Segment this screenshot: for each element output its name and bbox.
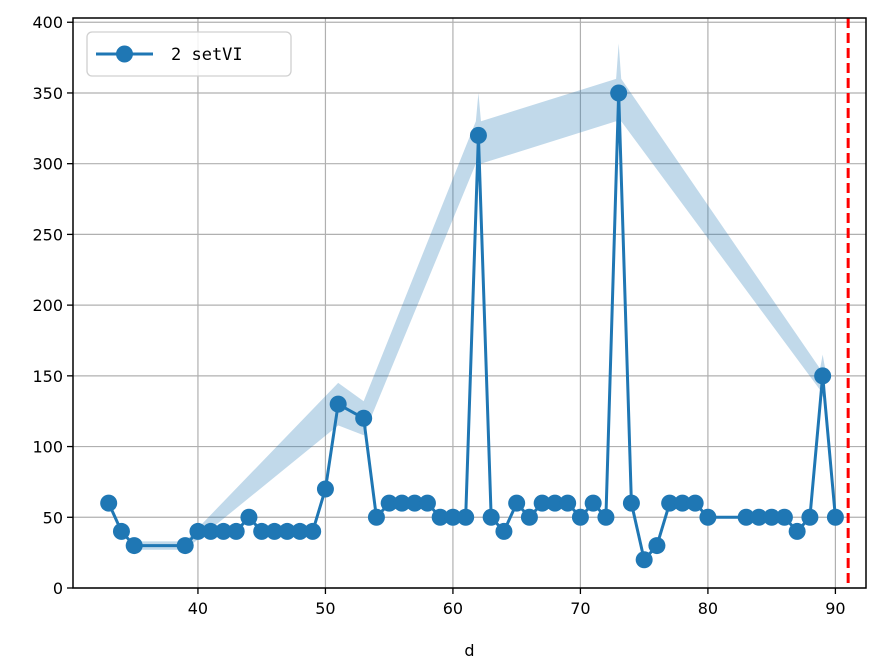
data-point [750, 508, 768, 526]
series-line [107, 91, 837, 562]
data-point [367, 508, 385, 526]
grid [73, 18, 866, 589]
legend: 2 setVI [86, 31, 292, 77]
y-tick-label: 250 [32, 225, 63, 244]
plot-border [72, 17, 867, 589]
data-point [571, 508, 589, 526]
data-point [686, 494, 704, 512]
x-tick-label: 80 [698, 599, 718, 618]
x-axis-label: d [464, 641, 474, 660]
y-tick-label: 400 [32, 13, 63, 32]
data-point [597, 508, 615, 526]
confidence-bands [134, 43, 826, 550]
data-point [380, 494, 398, 512]
data-point [469, 126, 487, 144]
data-point [444, 508, 462, 526]
legend-label: 2 setVI [171, 45, 243, 65]
data-point [648, 537, 666, 555]
y-tick-label: 0 [53, 579, 63, 598]
data-point [393, 494, 411, 512]
data-point [635, 551, 653, 569]
data-point [227, 522, 245, 540]
data-point [788, 522, 806, 540]
data-point [431, 508, 449, 526]
data-point [214, 522, 232, 540]
data-point [176, 537, 194, 555]
data-point [699, 508, 717, 526]
data-point [100, 494, 118, 512]
y-tick-label: 150 [32, 367, 63, 386]
y-tick-label: 50 [43, 508, 63, 527]
data-point [775, 508, 793, 526]
data-point [559, 494, 577, 512]
x-tick-label: 90 [825, 599, 845, 618]
data-point [329, 395, 347, 413]
data-point [316, 480, 334, 498]
y-tick-label: 200 [32, 296, 63, 315]
data-point [546, 494, 564, 512]
x-tick-label: 40 [188, 599, 208, 618]
axes-frame [72, 17, 867, 589]
data-point [189, 522, 207, 540]
data-point [112, 522, 130, 540]
x-tick-label: 70 [570, 599, 590, 618]
legend-marker [116, 45, 133, 63]
confidence-band [134, 43, 826, 550]
y-tick-label: 100 [32, 438, 63, 457]
x-tick-label: 50 [315, 599, 335, 618]
x-ticks: 40 50 60 70 80 90 [188, 588, 846, 618]
data-point [814, 367, 832, 385]
data-points [100, 84, 844, 569]
data-point [125, 537, 143, 555]
data-point [520, 508, 538, 526]
y-tick-label: 300 [32, 155, 63, 174]
data-point [253, 522, 271, 540]
data-point [304, 522, 322, 540]
data-point [482, 508, 500, 526]
data-point [291, 522, 309, 540]
data-point [533, 494, 551, 512]
data-point [418, 494, 436, 512]
data-point [202, 522, 220, 540]
data-point [610, 84, 628, 102]
data-point [495, 522, 513, 540]
data-point [673, 494, 691, 512]
data-point [826, 508, 844, 526]
data-point [661, 494, 679, 512]
legend-box [86, 31, 292, 77]
data-point [763, 508, 781, 526]
y-ticks: 0 50 100 150 200 250 300 350 400 [32, 13, 73, 598]
data-point [457, 508, 475, 526]
data-point [355, 409, 373, 427]
data-point [622, 494, 640, 512]
data-point [240, 508, 258, 526]
data-point [508, 494, 526, 512]
data-point [737, 508, 755, 526]
data-point [584, 494, 602, 512]
data-point [801, 508, 819, 526]
data-point [406, 494, 424, 512]
data-point [278, 522, 296, 540]
data-point [265, 522, 283, 540]
series-lines [107, 91, 837, 562]
x-tick-label: 60 [443, 599, 463, 618]
y-tick-label: 350 [32, 84, 63, 103]
